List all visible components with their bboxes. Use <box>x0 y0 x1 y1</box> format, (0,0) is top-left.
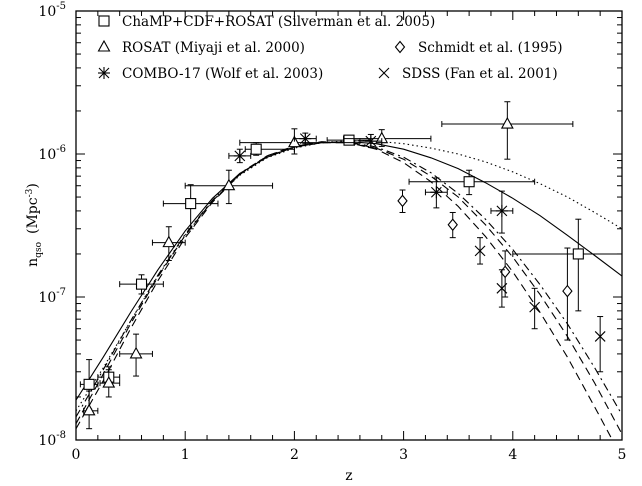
data-point-cross <box>529 301 541 313</box>
legend-marker-asterisk <box>98 67 110 79</box>
legend-marker-triangle <box>97 39 111 52</box>
legend-label: COMBO-17 (Wolf et al. 2003) <box>122 66 323 82</box>
data-point-asterisk <box>430 186 443 199</box>
data-point-cross <box>594 331 606 342</box>
x-tick-label: 5 <box>618 447 627 463</box>
plot-frame <box>75 10 623 441</box>
data-points <box>79 101 623 430</box>
legend-item-cross: SDSS (Fan et al. 2001) <box>378 66 558 82</box>
data-point-triangle <box>82 403 96 416</box>
legend-marker-diamond <box>394 40 406 54</box>
x-tick-label: 2 <box>290 447 299 463</box>
data-point-triangle <box>162 235 176 248</box>
data-point-asterisk <box>495 204 508 217</box>
x-tick-label: 1 <box>181 447 190 463</box>
error-bar <box>441 101 574 160</box>
model-curve-dashed <box>76 141 614 440</box>
data-point-asterisk <box>364 135 377 148</box>
y-tick-label: 10-7 <box>38 287 66 306</box>
data-point-triangle <box>500 116 514 129</box>
data-point-square <box>185 198 197 210</box>
data-point-asterisk <box>299 132 312 145</box>
data-point-triangle <box>222 178 236 191</box>
y-tick-label: 10-6 <box>38 144 66 163</box>
data-point-square <box>135 278 148 290</box>
model-curve-solid <box>76 141 622 401</box>
series-diamond <box>397 189 573 341</box>
legend-label: SDSS (Fan et al. 2001) <box>402 66 558 82</box>
x-tick-label: 4 <box>508 447 517 463</box>
y-axis-label: nqso(Mpc-3) <box>25 183 44 267</box>
legend-label: ROSAT (Miyaji et al. 2000) <box>122 40 305 56</box>
legend-item-square: ChaMP+CDF+ROSAT (Silverman et al. 2005) <box>98 14 435 30</box>
data-point-triangle <box>287 135 301 148</box>
data-point-diamond <box>397 194 408 208</box>
x-tick-label: 3 <box>399 447 408 463</box>
y-tick-label: 10-5 <box>38 1 66 20</box>
legend-item-triangle: ROSAT (Miyaji et al. 2000) <box>97 39 305 56</box>
legend-item-asterisk: COMBO-17 (Wolf et al. 2003) <box>98 66 323 82</box>
y-tick-label: 10-8 <box>38 430 66 449</box>
legend-marker-cross <box>378 67 390 79</box>
series-cross <box>474 237 606 373</box>
data-point-square <box>572 248 584 260</box>
error-bar <box>597 316 604 373</box>
axis-ticks: 0 1 2 3 4 5 10-8 10-7 10-6 10-5 <box>38 1 626 463</box>
model-curves <box>76 140 622 440</box>
model-curve-dashdot <box>76 141 622 418</box>
legend: ChaMP+CDF+ROSAT (Silverman et al. 2005) R… <box>97 14 563 82</box>
legend-marker-square <box>98 15 110 27</box>
data-point-triangle <box>102 375 116 388</box>
legend-item-diamond: Schmidt et al. (1995) <box>394 40 563 56</box>
data-point-diamond <box>447 218 458 232</box>
error-bar <box>531 287 538 330</box>
legend-label: Schmidt et al. (1995) <box>418 40 563 56</box>
data-point-square <box>343 134 355 146</box>
data-point-triangle <box>129 346 143 359</box>
model-curve-dashed <box>76 142 622 435</box>
x-tick-label: 0 <box>72 447 81 463</box>
legend-label: ChaMP+CDF+ROSAT (Silverman et al. 2005) <box>122 14 435 30</box>
data-point-square <box>83 378 95 390</box>
data-point-cross <box>496 282 508 294</box>
data-point-asterisk <box>233 149 246 162</box>
series-asterisk <box>228 132 514 234</box>
data-point-diamond <box>562 284 573 298</box>
x-axis-label: z <box>345 468 352 484</box>
series-triangle <box>82 101 574 430</box>
data-point-square <box>463 176 475 188</box>
data-point-square <box>250 143 262 155</box>
data-point-cross <box>474 245 486 257</box>
